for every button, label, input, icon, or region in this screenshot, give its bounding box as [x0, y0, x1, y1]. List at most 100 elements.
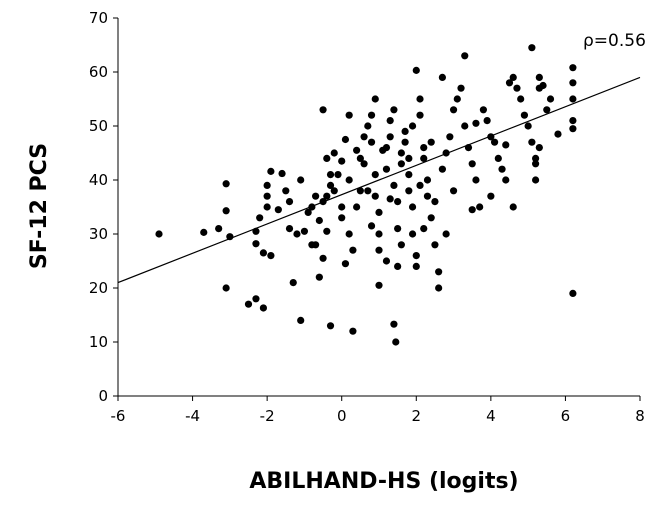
- correlation-annotation: ρ=0.56: [583, 31, 646, 51]
- data-point: [472, 176, 480, 184]
- data-point: [420, 154, 428, 162]
- data-point: [364, 187, 372, 195]
- y-tick-label: 60: [89, 63, 108, 81]
- data-point: [412, 252, 420, 260]
- data-point: [408, 122, 417, 130]
- data-point: [375, 230, 383, 238]
- data-point: [259, 304, 268, 312]
- data-point: [554, 130, 562, 138]
- data-point: [323, 154, 331, 162]
- data-point: [498, 165, 506, 173]
- data-point: [222, 180, 230, 188]
- data-point: [494, 154, 502, 162]
- data-point: [375, 208, 383, 216]
- data-point: [394, 225, 402, 233]
- data-point: [490, 138, 499, 146]
- data-point: [200, 228, 208, 236]
- x-tick-label: -6: [111, 407, 126, 425]
- x-tick-label: 0: [337, 407, 347, 425]
- data-point: [569, 79, 577, 87]
- data-point: [289, 279, 297, 287]
- data-point: [330, 149, 338, 157]
- data-point: [155, 230, 163, 238]
- data-point: [222, 207, 230, 215]
- data-point: [431, 198, 439, 206]
- trendline: [117, 76, 641, 284]
- trendline-group: [117, 76, 641, 284]
- data-point: [502, 176, 510, 184]
- x-axis-title: ABILHAND-HS (logits): [249, 469, 518, 494]
- data-point: [326, 181, 335, 189]
- data-point: [263, 203, 271, 211]
- x-tick-label: 4: [486, 407, 496, 425]
- data-point: [267, 252, 275, 260]
- y-tick-label: 20: [89, 279, 108, 297]
- data-point: [546, 95, 555, 103]
- data-point: [405, 187, 413, 195]
- data-point: [438, 165, 446, 173]
- data-point: [360, 160, 368, 168]
- data-point: [416, 111, 424, 119]
- data-point: [457, 84, 465, 92]
- data-point: [304, 208, 312, 216]
- data-point: [532, 154, 540, 162]
- data-points: [155, 44, 577, 346]
- data-point: [367, 222, 376, 230]
- data-point: [532, 176, 540, 184]
- data-point: [423, 176, 432, 184]
- x-tick-label: 8: [635, 407, 645, 425]
- data-point: [319, 254, 327, 262]
- data-point: [341, 135, 350, 144]
- y-tick-label: 70: [89, 9, 108, 27]
- data-point: [244, 300, 253, 308]
- data-point: [438, 73, 446, 81]
- data-point: [472, 119, 480, 127]
- data-point: [360, 133, 368, 141]
- data-point: [487, 192, 495, 200]
- data-point: [297, 176, 305, 184]
- data-point: [353, 146, 361, 154]
- data-point: [326, 171, 335, 179]
- data-point: [543, 106, 551, 114]
- data-point: [453, 95, 461, 103]
- data-point: [345, 230, 353, 238]
- data-point: [461, 122, 469, 130]
- data-point: [427, 214, 435, 222]
- data-point: [334, 171, 342, 179]
- data-point: [345, 176, 353, 184]
- data-point: [397, 241, 405, 249]
- data-point: [569, 64, 577, 72]
- data-point: [468, 206, 476, 214]
- y-tick-label: 0: [98, 387, 108, 405]
- data-point: [483, 117, 491, 125]
- x-tick-label: 2: [412, 407, 422, 425]
- data-point: [367, 111, 376, 119]
- data-point: [405, 171, 413, 179]
- data-point: [267, 167, 275, 175]
- data-point: [356, 187, 364, 195]
- data-point: [528, 138, 536, 146]
- data-point: [502, 141, 510, 149]
- data-point: [446, 133, 454, 141]
- data-point: [364, 122, 372, 130]
- data-point: [528, 44, 536, 52]
- data-point: [315, 216, 323, 225]
- data-point: [569, 117, 577, 125]
- data-point: [263, 192, 271, 200]
- data-point: [259, 249, 268, 257]
- data-point: [468, 160, 476, 168]
- data-point: [252, 240, 260, 248]
- data-point: [252, 295, 260, 303]
- data-point: [569, 289, 577, 297]
- data-point: [442, 230, 450, 238]
- data-point: [390, 181, 398, 189]
- data-point: [386, 117, 394, 125]
- data-point: [356, 154, 364, 162]
- data-point: [278, 169, 286, 178]
- data-point: [394, 262, 402, 270]
- data-point: [256, 214, 264, 222]
- data-point: [386, 133, 394, 141]
- data-point: [394, 198, 402, 206]
